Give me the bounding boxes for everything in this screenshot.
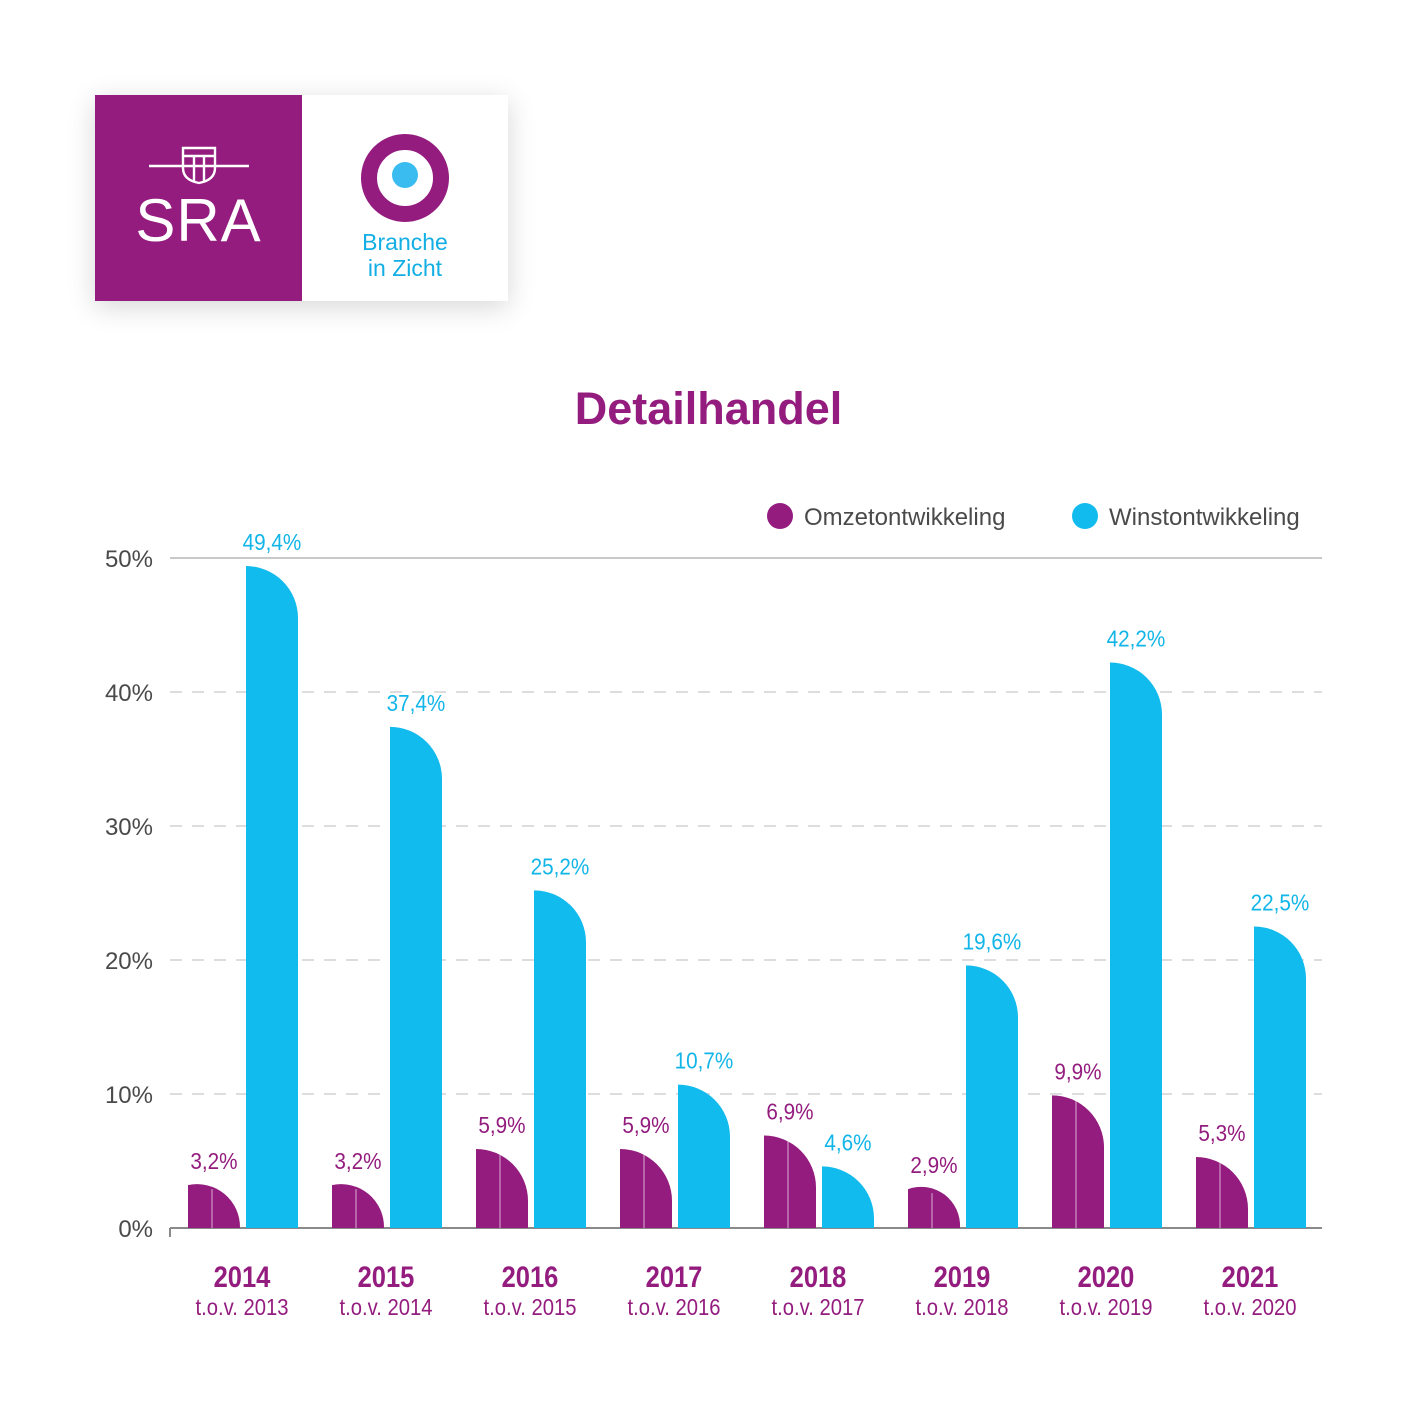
bar-winst-2016 <box>534 890 586 1228</box>
x-category-label: 2016 <box>502 1260 559 1293</box>
sra-wordmark: SRA <box>135 187 262 254</box>
x-category-sublabel: t.o.v. 2015 <box>484 1294 577 1321</box>
data-label-omzet: 3,2% <box>334 1148 381 1174</box>
data-label-omzet: 2,9% <box>910 1152 957 1178</box>
data-label-winst: 10,7% <box>675 1048 734 1074</box>
data-label-omzet: 5,3% <box>1198 1120 1245 1146</box>
x-category-label: 2015 <box>358 1260 415 1293</box>
x-category-sublabel: t.o.v. 2019 <box>1060 1294 1153 1321</box>
data-label-omzet: 9,9% <box>1054 1058 1101 1084</box>
x-category-sublabel: t.o.v. 2018 <box>916 1294 1009 1321</box>
data-label-omzet: 3,2% <box>190 1148 237 1174</box>
x-category-sublabel: t.o.v. 2014 <box>340 1294 433 1321</box>
data-label-winst: 42,2% <box>1107 625 1166 651</box>
legend-label-omzet: Omzetontwikkeling <box>804 504 1005 531</box>
bar-omzet-2014 <box>188 1184 241 1228</box>
bar-winst-2021 <box>1254 926 1306 1228</box>
bar-winst-2018 <box>822 1166 874 1228</box>
y-tick-label: 10% <box>105 1082 153 1109</box>
x-category-sublabel: t.o.v. 2013 <box>196 1294 289 1321</box>
bar-omzet-2016 <box>476 1148 528 1228</box>
x-category-sublabel: t.o.v. 2020 <box>1204 1294 1297 1321</box>
branche-in-zicht-logo: Branche in Zicht <box>302 95 508 301</box>
x-category-sublabel: t.o.v. 2017 <box>772 1294 865 1321</box>
data-label-omzet: 5,9% <box>622 1112 669 1138</box>
data-label-omzet: 5,9% <box>478 1112 525 1138</box>
bar-winst-2020 <box>1110 662 1162 1228</box>
sra-emblem-icon <box>149 146 249 185</box>
data-label-winst: 37,4% <box>387 690 446 716</box>
x-category-sublabel: t.o.v. 2016 <box>628 1294 721 1321</box>
bar-winst-2017 <box>678 1084 730 1228</box>
data-label-winst: 4,6% <box>824 1129 871 1155</box>
x-category-label: 2018 <box>790 1260 847 1293</box>
bar-omzet-2015 <box>332 1184 385 1228</box>
x-category-label: 2021 <box>1222 1260 1279 1293</box>
x-category-label: 2019 <box>934 1260 991 1293</box>
legend-label-winst: Winstontwikkeling <box>1109 504 1300 531</box>
bar-omzet-2021 <box>1196 1156 1248 1228</box>
x-category-label: 2017 <box>646 1260 703 1293</box>
bar-omzet-2017 <box>620 1148 672 1228</box>
logo-card: SRA Branche in Zicht <box>95 95 508 301</box>
legend-marker-winst <box>1072 503 1098 529</box>
brand-line-1: Branche <box>362 229 448 255</box>
y-tick-label: 50% <box>105 546 153 573</box>
y-tick-label: 40% <box>105 680 153 707</box>
brand-line-2: in Zicht <box>367 255 443 281</box>
target-ring-icon <box>361 134 449 222</box>
y-tick-label: 30% <box>105 814 153 841</box>
legend-marker-omzet <box>767 503 793 529</box>
bar-winst-2014 <box>246 566 298 1228</box>
data-label-winst: 19,6% <box>963 928 1022 954</box>
data-label-winst: 25,2% <box>531 853 590 879</box>
branche-in-zicht-text: Branche in Zicht <box>302 229 508 281</box>
bar-omzet-2020 <box>1052 1095 1104 1228</box>
chart-title: Detailhandel <box>574 383 843 434</box>
x-category-label: 2020 <box>1078 1260 1135 1293</box>
data-label-omzet: 6,9% <box>766 1099 813 1125</box>
sra-logo: SRA <box>95 95 302 301</box>
bar-omzet-2019 <box>908 1186 961 1228</box>
bar-winst-2015 <box>390 726 442 1228</box>
data-label-winst: 22,5% <box>1251 889 1310 915</box>
y-tick-label: 0% <box>118 1216 153 1243</box>
y-tick-label: 20% <box>105 948 153 975</box>
bar-omzet-2018 <box>764 1135 816 1228</box>
data-label-winst: 49,4% <box>243 529 302 555</box>
x-category-label: 2014 <box>214 1260 271 1293</box>
bar-winst-2019 <box>966 965 1018 1228</box>
